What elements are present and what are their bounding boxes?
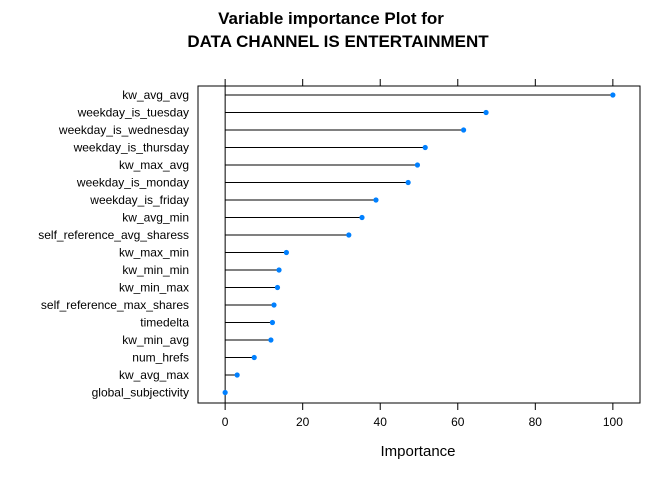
x-tick-label: 40 <box>374 415 388 429</box>
importance-point <box>251 354 257 361</box>
category-label: weekday_is_tuesday <box>77 106 189 120</box>
category-label: kw_max_min <box>119 246 189 260</box>
chart-title-line1: Variable importance Plot for <box>218 9 444 28</box>
category-label: weekday_is_thursday <box>73 141 189 155</box>
importance-point <box>414 162 421 168</box>
chart-title-line2: DATA CHANNEL IS ENTERTAINMENT <box>187 32 489 51</box>
importance-point <box>422 144 428 151</box>
x-tick-label: 80 <box>529 415 543 429</box>
importance-point <box>460 127 467 133</box>
category-label: num_hrefs <box>132 351 189 365</box>
importance-point <box>283 249 289 256</box>
importance-point <box>271 302 277 308</box>
category-label: weekday_is_friday <box>89 193 189 207</box>
importance-point <box>405 179 411 186</box>
category-label: kw_min_min <box>122 263 189 277</box>
plot-layer: 0 20 40 60 80 100 kw_avg_avg weekday_is_tuesday… <box>38 79 623 429</box>
category-label: kw_avg_max <box>119 368 189 382</box>
importance-point <box>346 232 352 238</box>
importance-point <box>483 109 489 116</box>
category-label: self_reference_max_shares <box>41 298 189 312</box>
importance-point <box>359 214 365 221</box>
importance-point <box>234 372 240 378</box>
category-label: weekday_is_monday <box>76 176 189 190</box>
importance-point <box>373 197 379 203</box>
category-label: kw_max_avg <box>119 158 189 172</box>
category-label: kw_avg_avg <box>122 88 189 102</box>
importance-point <box>268 337 274 343</box>
importance-point <box>269 319 276 326</box>
plot-frame <box>197 85 641 404</box>
x-tick-label: 100 <box>603 415 623 429</box>
importance-point <box>274 284 281 291</box>
category-label: kw_avg_min <box>122 211 189 225</box>
x-tick-label: 60 <box>451 415 465 429</box>
category-label: weekday_is_wednesday <box>58 123 189 137</box>
category-label: kw_min_avg <box>122 333 189 347</box>
category-label: kw_min_max <box>119 281 189 295</box>
x-tick-label: 0 <box>222 415 229 429</box>
category-label: global_subjectivity <box>92 386 189 400</box>
x-axis-title: Importance <box>380 443 455 460</box>
category-label: timedelta <box>140 316 189 330</box>
importance-point <box>610 92 616 98</box>
category-label: self_reference_avg_sharess <box>38 228 189 242</box>
x-tick-label: 20 <box>296 415 310 429</box>
importance-point <box>222 389 228 396</box>
importance-point <box>276 267 282 273</box>
